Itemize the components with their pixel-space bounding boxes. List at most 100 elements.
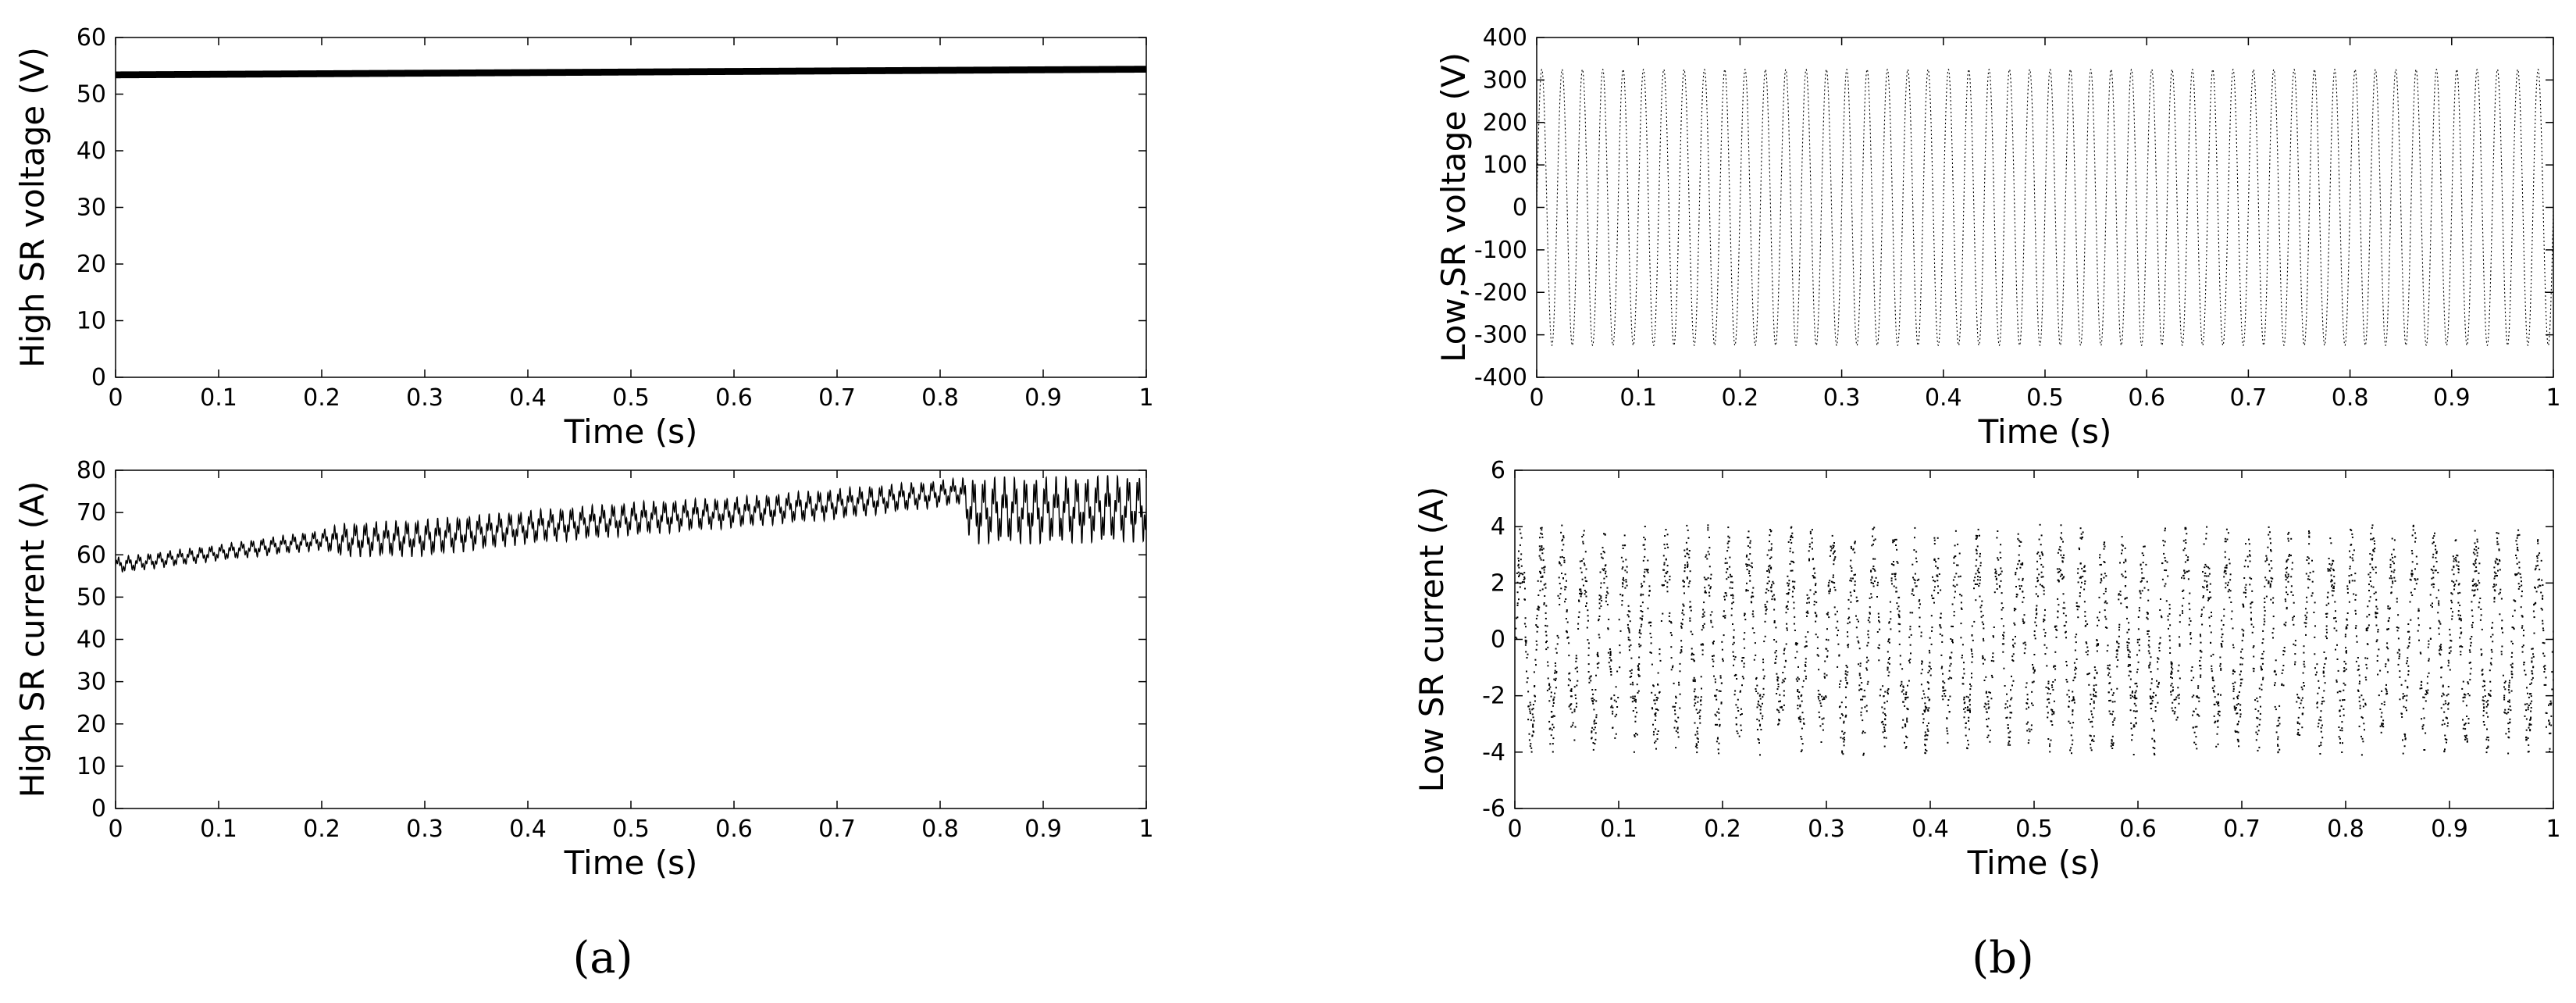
data-point bbox=[2132, 695, 2134, 698]
data-point bbox=[1524, 598, 1526, 601]
data-point bbox=[2286, 606, 2288, 609]
data-point bbox=[1979, 562, 1982, 564]
data-point bbox=[1667, 546, 1669, 548]
data-point bbox=[1770, 591, 1773, 593]
data-point bbox=[2100, 563, 2102, 566]
data-point bbox=[1547, 646, 1549, 648]
data-point bbox=[1766, 570, 1769, 572]
data-point bbox=[2043, 618, 2045, 620]
data-point bbox=[1783, 649, 1785, 651]
data-point bbox=[1780, 706, 1783, 709]
data-point bbox=[2443, 711, 2446, 713]
data-point bbox=[2205, 537, 2207, 540]
data-point bbox=[1708, 566, 1711, 568]
data-point bbox=[2549, 732, 2550, 734]
data-point bbox=[1726, 562, 1728, 564]
data-point bbox=[2498, 593, 2500, 595]
data-point bbox=[1669, 579, 1671, 581]
data-point bbox=[1987, 734, 1990, 737]
data-point bbox=[2523, 630, 2524, 631]
data-point bbox=[2134, 683, 2136, 685]
data-point bbox=[2455, 556, 2457, 559]
data-point bbox=[1619, 651, 1621, 654]
data-point bbox=[1800, 719, 1802, 721]
data-point bbox=[1801, 712, 1804, 714]
data-point bbox=[2146, 580, 2148, 583]
data-point bbox=[1747, 590, 1749, 591]
data-point bbox=[2537, 539, 2539, 541]
low-sr-current-y-tick-label: 6 bbox=[1491, 457, 1505, 484]
data-point bbox=[1528, 739, 1530, 741]
data-point bbox=[2523, 662, 2525, 663]
data-point bbox=[2320, 726, 2322, 729]
data-point bbox=[1630, 696, 1632, 698]
data-point bbox=[1732, 651, 1734, 653]
data-point bbox=[2371, 566, 2374, 569]
data-point bbox=[1993, 660, 1995, 662]
data-point bbox=[2391, 537, 2393, 540]
data-point bbox=[2241, 663, 2243, 666]
data-point bbox=[1851, 567, 1853, 569]
data-point bbox=[2056, 629, 2058, 631]
data-point bbox=[1847, 635, 1849, 637]
data-point bbox=[2160, 615, 2162, 617]
data-point bbox=[2351, 533, 2353, 535]
data-point bbox=[2392, 556, 2394, 559]
data-point bbox=[1524, 587, 1526, 590]
data-point bbox=[1993, 636, 1994, 638]
data-point bbox=[1680, 625, 1683, 627]
data-point bbox=[2451, 569, 2453, 571]
data-point bbox=[2513, 626, 2514, 629]
data-point bbox=[2090, 747, 2092, 749]
data-point bbox=[2094, 669, 2097, 671]
data-point bbox=[2239, 663, 2242, 666]
data-point bbox=[2177, 669, 2179, 672]
data-point bbox=[2493, 601, 2496, 603]
data-point bbox=[1951, 603, 1954, 605]
data-point bbox=[2072, 710, 2074, 712]
data-point bbox=[2518, 566, 2521, 569]
data-point bbox=[1567, 684, 1569, 687]
data-point bbox=[2360, 735, 2362, 737]
data-point bbox=[1790, 539, 1791, 541]
data-point bbox=[2018, 578, 2020, 580]
data-point bbox=[1947, 705, 1949, 706]
data-point bbox=[1849, 580, 1851, 582]
data-point bbox=[1889, 662, 1890, 665]
data-point bbox=[2006, 700, 2008, 702]
data-point bbox=[1551, 716, 1553, 718]
data-point bbox=[1893, 573, 1895, 575]
high-sr-current-series-line bbox=[116, 474, 1146, 573]
low-sr-current-x-tick-label: 0.3 bbox=[1808, 816, 1845, 843]
data-point bbox=[1787, 601, 1789, 603]
data-point bbox=[1701, 616, 1704, 618]
data-point bbox=[2058, 568, 2061, 570]
data-point bbox=[2439, 645, 2441, 648]
data-point bbox=[1712, 655, 1713, 657]
data-point bbox=[2147, 612, 2149, 614]
data-point bbox=[2026, 723, 2028, 725]
data-point bbox=[2223, 571, 2225, 573]
data-point bbox=[1805, 658, 1807, 660]
data-point bbox=[1935, 565, 1937, 567]
data-point bbox=[2071, 726, 2073, 729]
data-point bbox=[2301, 697, 2303, 699]
data-point bbox=[2176, 716, 2179, 719]
data-point bbox=[2349, 556, 2351, 559]
data-point bbox=[1677, 716, 1680, 719]
data-point bbox=[2225, 570, 2227, 572]
data-point bbox=[2011, 675, 2012, 677]
data-point bbox=[2508, 699, 2510, 701]
data-point bbox=[2482, 685, 2484, 687]
data-point bbox=[2408, 630, 2410, 633]
data-point bbox=[1729, 566, 1731, 568]
data-point bbox=[1962, 683, 1965, 685]
data-point bbox=[2524, 673, 2527, 676]
data-point bbox=[2470, 641, 2472, 644]
data-point bbox=[2551, 671, 2553, 673]
data-point bbox=[2039, 523, 2041, 526]
data-point bbox=[1552, 723, 1554, 726]
data-point bbox=[2536, 557, 2539, 559]
data-point bbox=[2427, 676, 2428, 678]
data-point bbox=[2080, 537, 2083, 540]
